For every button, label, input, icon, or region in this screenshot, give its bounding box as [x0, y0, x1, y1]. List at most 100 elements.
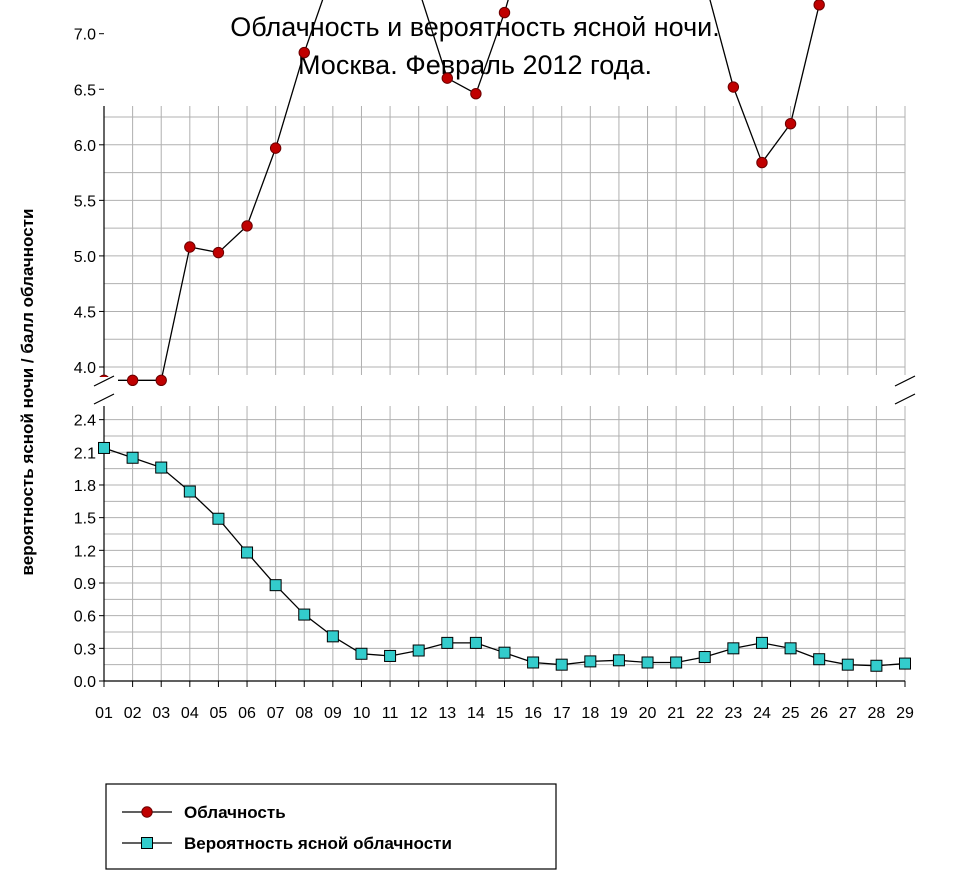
data-point-clear-probability — [126, 451, 139, 464]
legend-label: Вероятность ясной облачности — [184, 834, 452, 853]
axis-break-mark — [93, 393, 115, 405]
data-point-cloudiness — [184, 241, 196, 253]
data-point-cloudiness — [241, 220, 253, 232]
data-point-clear-probability — [899, 657, 911, 670]
data-point-clear-probability — [641, 656, 654, 669]
y-tick-label: 6.0 — [74, 138, 96, 155]
data-point-cloudiness — [784, 117, 797, 130]
data-point-clear-probability — [298, 608, 311, 621]
data-point-cloudiness — [269, 142, 282, 154]
y-tick-label: 4.5 — [74, 304, 96, 321]
data-point-clear-probability — [212, 512, 225, 525]
data-point-clear-probability — [612, 654, 625, 667]
data-point-clear-probability — [870, 659, 883, 672]
data-point-clear-probability — [98, 441, 110, 454]
y-tick-label: 1.5 — [74, 511, 96, 528]
data-point-clear-probability — [441, 636, 454, 649]
title-line-1: Облачность и вероятность ясной ночи. — [230, 12, 720, 42]
data-point-clear-probability — [469, 636, 482, 649]
x-tick-label: 05 — [210, 705, 228, 722]
y-tick-label: 2.1 — [74, 445, 96, 462]
x-tick-label: 18 — [581, 705, 599, 722]
x-tick-label: 21 — [667, 705, 685, 722]
x-tick-label: 26 — [810, 705, 828, 722]
y-tick-label: 4.0 — [74, 360, 96, 377]
y-tick-label: 5.0 — [74, 249, 96, 266]
data-point-clear-probability — [670, 656, 683, 669]
x-tick-label: 11 — [382, 705, 399, 722]
x-tick-label: 22 — [696, 705, 714, 722]
axis-break-mark — [894, 375, 916, 387]
y-tick-label: 1.8 — [74, 478, 96, 495]
y-tick-label: 0.3 — [74, 641, 96, 658]
x-tick-label: 14 — [467, 705, 485, 722]
x-tick-label: 09 — [324, 705, 342, 722]
data-point-cloudiness — [498, 6, 511, 19]
data-point-clear-probability — [498, 646, 511, 659]
data-point-clear-probability — [755, 636, 768, 649]
legend-marker-clear-probability — [141, 837, 153, 849]
x-tick-label: 23 — [724, 705, 742, 722]
y-tick-label: 7.0 — [74, 27, 96, 44]
data-point-clear-probability — [841, 658, 854, 671]
y-tick-label: 6.5 — [74, 82, 96, 99]
x-tick-label: 02 — [124, 705, 142, 722]
y-tick-label: 0.0 — [74, 674, 96, 691]
y-tick-label: 1.2 — [74, 543, 96, 560]
panel-lower: 0.0 0.3 0.6 0.9 1.2 1.5 1.8 2.1 2.4 — [74, 406, 911, 691]
data-point-cloudiness — [298, 46, 310, 59]
data-point-clear-probability — [555, 658, 568, 671]
x-tick-label: 25 — [782, 705, 800, 722]
x-tick-label: 06 — [238, 705, 256, 722]
data-point-cloudiness — [441, 72, 453, 84]
y-tick-label: 5.5 — [74, 193, 96, 210]
data-point-cloudiness — [126, 374, 139, 387]
data-point-clear-probability — [412, 644, 425, 657]
title-line-2: Москва. Февраль 2012 года. — [298, 50, 652, 80]
data-point-clear-probability — [355, 647, 368, 660]
x-tick-label: 03 — [152, 705, 170, 722]
chart-title: Облачность и вероятность ясной ночи. Мос… — [0, 8, 950, 84]
x-tick-label: 29 — [896, 705, 914, 722]
x-tick-label: 27 — [839, 705, 857, 722]
axis-break-mark — [894, 393, 916, 405]
x-tick-label: 04 — [181, 705, 199, 722]
legend-label: Облачность — [184, 803, 286, 822]
x-tick-label: 07 — [267, 705, 285, 722]
data-point-cloudiness — [212, 246, 225, 259]
data-point-clear-probability — [241, 546, 254, 559]
data-point-clear-probability — [326, 630, 339, 643]
x-tick-label: 15 — [496, 705, 514, 722]
data-point-cloudiness — [756, 156, 768, 169]
x-tick-label: 20 — [639, 705, 657, 722]
data-point-clear-probability — [269, 579, 282, 592]
x-tick-label: 17 — [553, 705, 571, 722]
data-point-clear-probability — [813, 653, 826, 666]
x-tick-label: 08 — [295, 705, 313, 722]
data-point-clear-probability — [527, 656, 540, 669]
legend-marker-cloudiness — [141, 806, 153, 818]
y-tick-label: 2.4 — [74, 413, 96, 430]
data-point-clear-probability — [698, 651, 711, 664]
panel-upper: 4.04.55.05.56.06.57.07.58.08.5 — [74, 0, 906, 387]
data-point-cloudiness — [470, 87, 482, 100]
data-point-clear-probability — [183, 485, 196, 498]
data-point-clear-probability — [584, 655, 597, 668]
data-point-clear-probability — [155, 461, 168, 474]
data-point-clear-probability — [727, 642, 740, 655]
data-point-clear-probability — [784, 642, 797, 655]
data-point-cloudiness — [727, 81, 740, 93]
x-tick-label: 13 — [438, 705, 456, 722]
x-tick-label: 10 — [353, 705, 371, 722]
data-point-clear-probability — [384, 649, 397, 662]
x-tick-label: 01 — [95, 705, 113, 722]
data-point-cloudiness — [155, 374, 167, 387]
axis-break-mark — [93, 375, 115, 387]
legend-box — [105, 783, 557, 870]
y-tick-label: 0.6 — [74, 609, 96, 626]
y-tick-label: 0.9 — [74, 576, 96, 593]
x-tick-label: 19 — [610, 705, 628, 722]
x-tick-label: 24 — [753, 705, 771, 722]
x-tick-label: 28 — [867, 705, 885, 722]
